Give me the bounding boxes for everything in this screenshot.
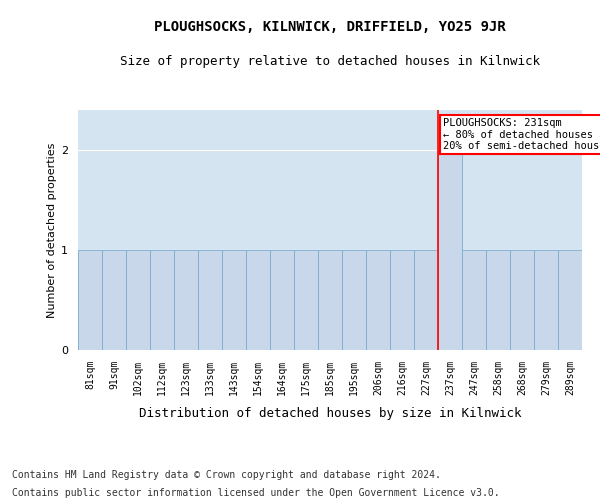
Bar bbox=[78, 250, 102, 350]
Bar bbox=[438, 150, 462, 350]
Bar bbox=[318, 250, 342, 350]
Bar bbox=[558, 250, 582, 350]
Text: Size of property relative to detached houses in Kilnwick: Size of property relative to detached ho… bbox=[120, 55, 540, 68]
Text: PLOUGHSOCKS, KILNWICK, DRIFFIELD, YO25 9JR: PLOUGHSOCKS, KILNWICK, DRIFFIELD, YO25 9… bbox=[154, 20, 506, 34]
Bar bbox=[510, 250, 534, 350]
Bar bbox=[534, 250, 558, 350]
Bar bbox=[198, 250, 222, 350]
Bar bbox=[486, 250, 510, 350]
Bar bbox=[342, 250, 366, 350]
Bar bbox=[102, 250, 126, 350]
Bar bbox=[246, 250, 270, 350]
Bar bbox=[462, 250, 486, 350]
Bar bbox=[150, 250, 174, 350]
Y-axis label: Number of detached properties: Number of detached properties bbox=[47, 142, 57, 318]
Bar bbox=[294, 250, 318, 350]
Text: Distribution of detached houses by size in Kilnwick: Distribution of detached houses by size … bbox=[139, 408, 521, 420]
Text: Contains public sector information licensed under the Open Government Licence v3: Contains public sector information licen… bbox=[12, 488, 500, 498]
Bar bbox=[390, 250, 414, 350]
Bar bbox=[270, 250, 294, 350]
Bar bbox=[126, 250, 150, 350]
Bar bbox=[174, 250, 198, 350]
Bar bbox=[414, 250, 438, 350]
Text: Contains HM Land Registry data © Crown copyright and database right 2024.: Contains HM Land Registry data © Crown c… bbox=[12, 470, 441, 480]
Text: PLOUGHSOCKS: 231sqm
← 80% of detached houses are smaller (20)
20% of semi-detach: PLOUGHSOCKS: 231sqm ← 80% of detached ho… bbox=[443, 118, 600, 151]
Bar bbox=[366, 250, 390, 350]
Bar bbox=[222, 250, 246, 350]
